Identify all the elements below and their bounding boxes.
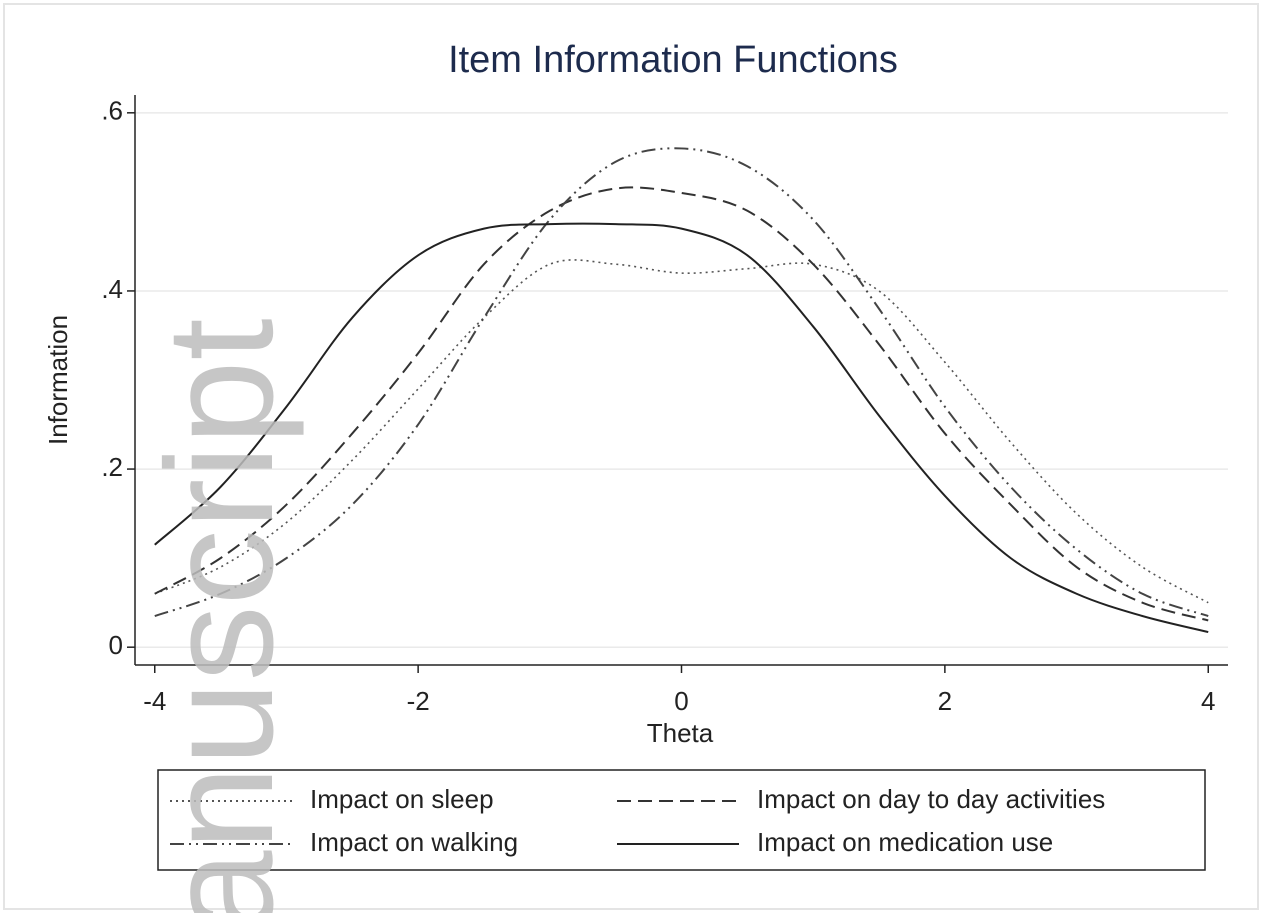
x-tick-label: 4 [1201,686,1215,716]
legend-label: Impact on walking [310,827,518,857]
legend-label: Impact on sleep [310,784,494,814]
y-axis-label: Information [43,315,73,445]
series-line [154,222,1209,634]
frame [3,3,1259,910]
x-tick-label: 2 [938,686,952,716]
x-tick-label: -4 [143,686,166,716]
legend-label: Impact on day to day activities [757,784,1105,814]
legend-box [157,769,1206,871]
chart-title: Item Information Functions [448,39,898,81]
y-tick-label: .4 [101,274,123,304]
y-tick-label: .2 [101,452,123,482]
x-tick-label: -2 [407,686,430,716]
watermark: anuscript [135,318,305,913]
series-line [154,186,1209,622]
y-tick-label: 0 [109,630,123,660]
x-axis-label: Theta [647,718,714,748]
x-tick-label: 0 [674,686,688,716]
y-tick-label: .6 [101,96,123,126]
legend-label: Impact on medication use [757,827,1053,857]
series-line [154,147,1209,617]
